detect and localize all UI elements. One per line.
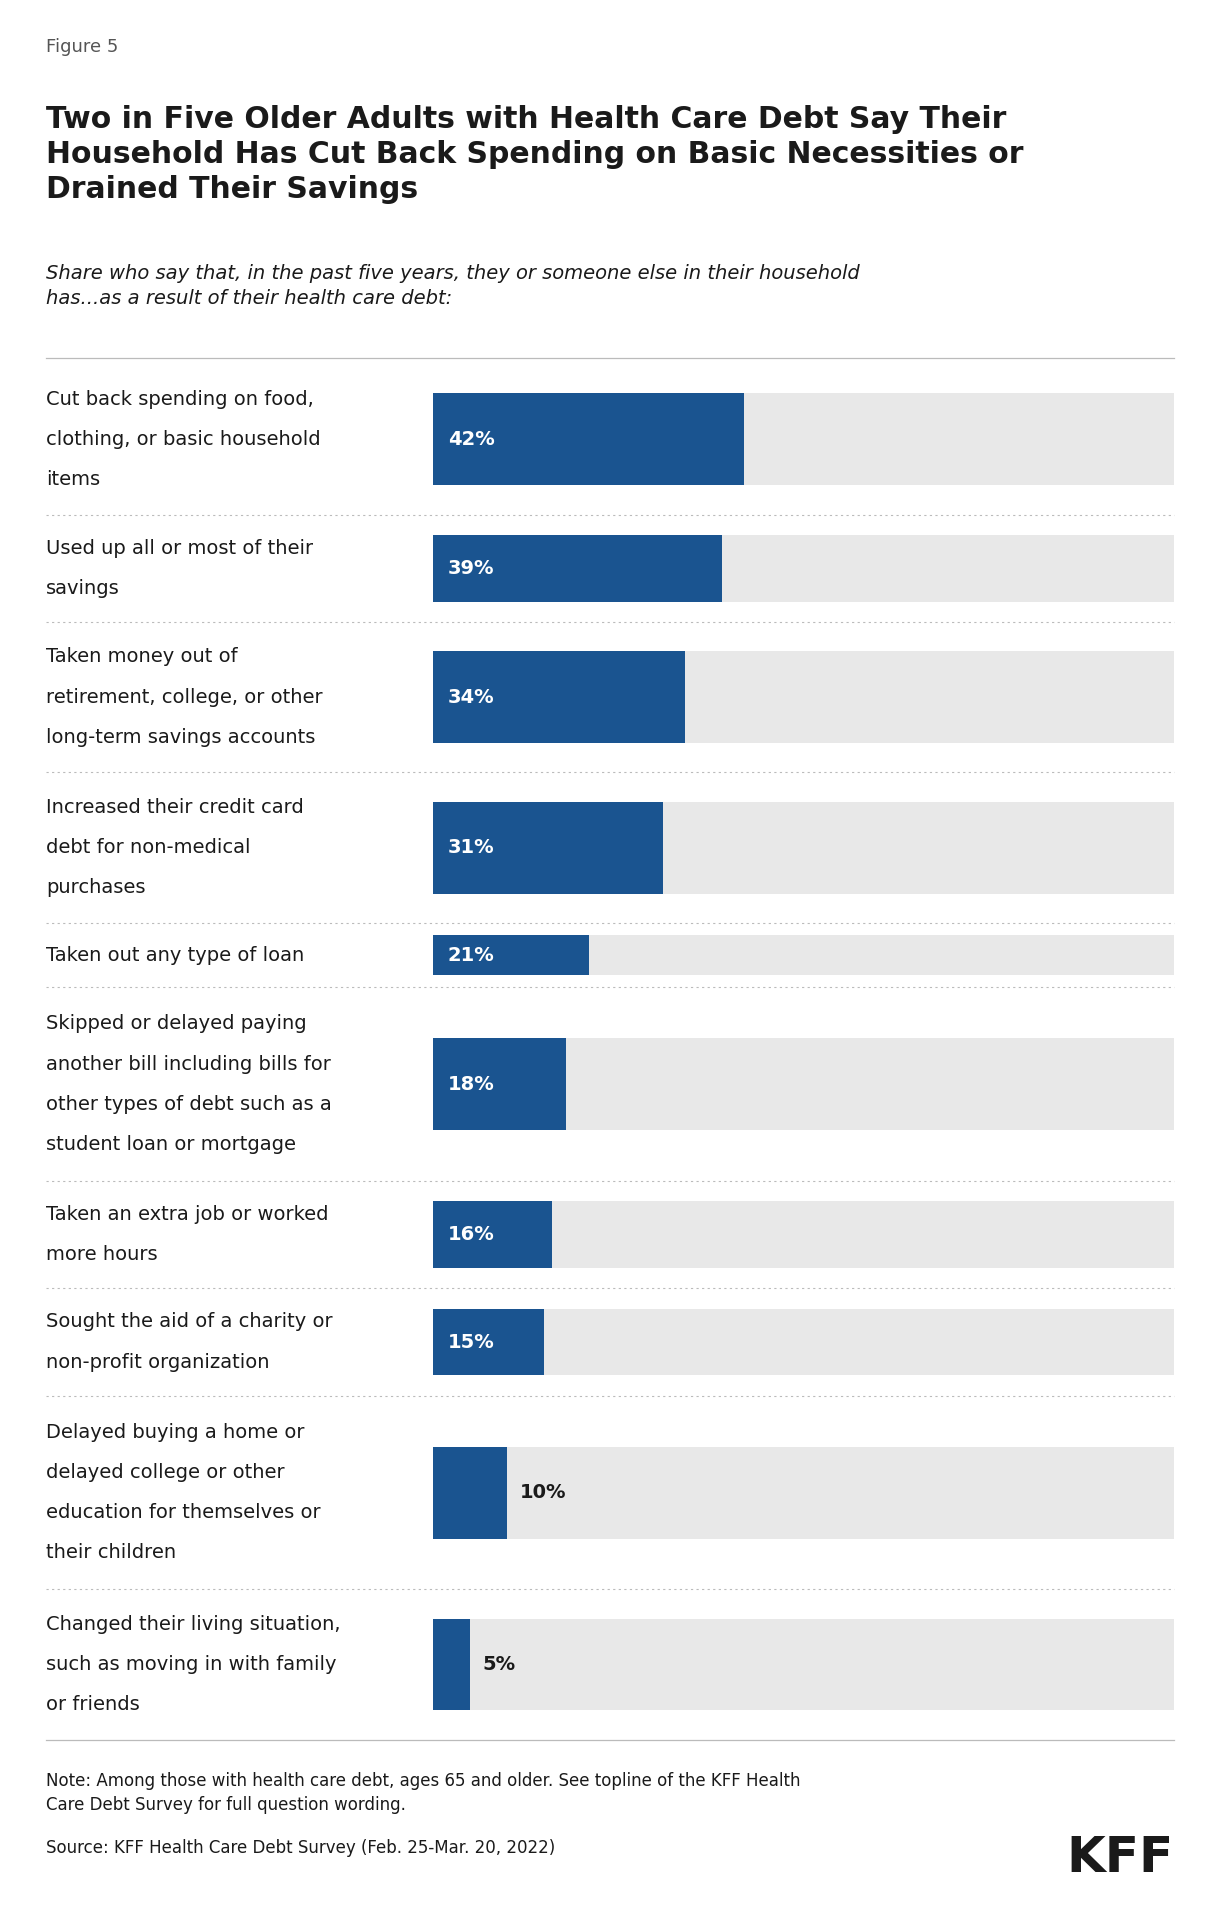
Bar: [433, 801, 662, 893]
Text: 18%: 18%: [448, 1075, 494, 1094]
Bar: [433, 1038, 1174, 1130]
Text: delayed college or other: delayed college or other: [46, 1464, 285, 1481]
Bar: [433, 1201, 1174, 1268]
Text: Figure 5: Figure 5: [46, 38, 118, 56]
Text: Delayed buying a home or: Delayed buying a home or: [46, 1424, 305, 1441]
Text: other types of debt such as a: other types of debt such as a: [46, 1094, 332, 1113]
Text: 10%: 10%: [520, 1483, 566, 1502]
Bar: [433, 1309, 1174, 1376]
Text: KFF: KFF: [1066, 1834, 1174, 1882]
Text: 5%: 5%: [482, 1655, 516, 1675]
Text: 16%: 16%: [448, 1224, 494, 1243]
Text: debt for non-medical: debt for non-medical: [46, 837, 251, 856]
Bar: [433, 393, 1174, 485]
Bar: [433, 935, 588, 975]
Text: 34%: 34%: [448, 688, 494, 707]
Bar: [433, 1447, 1174, 1539]
Text: Two in Five Older Adults with Health Care Debt Say Their
Household Has Cut Back : Two in Five Older Adults with Health Car…: [46, 105, 1024, 203]
Bar: [433, 1201, 551, 1268]
Bar: [433, 1619, 1174, 1711]
Text: non-profit organization: non-profit organization: [46, 1353, 270, 1372]
Text: long-term savings accounts: long-term savings accounts: [46, 728, 316, 747]
Text: another bill including bills for: another bill including bills for: [46, 1054, 332, 1073]
Text: Skipped or delayed paying: Skipped or delayed paying: [46, 1014, 307, 1033]
Bar: [433, 1038, 566, 1130]
Bar: [433, 535, 1174, 602]
Bar: [433, 1447, 508, 1539]
Text: student loan or mortgage: student loan or mortgage: [46, 1134, 296, 1153]
Text: 39%: 39%: [448, 559, 494, 579]
Text: Cut back spending on food,: Cut back spending on food,: [46, 389, 314, 408]
Text: such as moving in with family: such as moving in with family: [46, 1655, 337, 1675]
Text: 15%: 15%: [448, 1332, 494, 1351]
Text: savings: savings: [46, 579, 120, 598]
Text: Taken money out of: Taken money out of: [46, 648, 238, 667]
Bar: [433, 651, 684, 743]
Bar: [433, 1619, 470, 1711]
Text: Share who say that, in the past five years, they or someone else in their househ: Share who say that, in the past five yea…: [46, 264, 860, 308]
Text: retirement, college, or other: retirement, college, or other: [46, 688, 323, 707]
Text: Taken out any type of loan: Taken out any type of loan: [46, 947, 305, 964]
Text: purchases: purchases: [46, 878, 146, 897]
Bar: [433, 393, 744, 485]
Bar: [433, 935, 1174, 975]
Text: Taken an extra job or worked: Taken an extra job or worked: [46, 1205, 329, 1224]
Bar: [433, 651, 1174, 743]
Bar: [433, 535, 722, 602]
Text: Used up all or most of their: Used up all or most of their: [46, 538, 314, 558]
Text: or friends: or friends: [46, 1696, 140, 1715]
Bar: [433, 1309, 544, 1376]
Text: Sought the aid of a charity or: Sought the aid of a charity or: [46, 1312, 333, 1332]
Text: Note: Among those with health care debt, ages 65 and older. See topline of the K: Note: Among those with health care debt,…: [46, 1772, 800, 1814]
Text: more hours: more hours: [46, 1245, 157, 1265]
Text: 31%: 31%: [448, 837, 494, 856]
Text: Changed their living situation,: Changed their living situation,: [46, 1615, 340, 1634]
Text: Increased their credit card: Increased their credit card: [46, 797, 304, 816]
Text: 42%: 42%: [448, 429, 494, 448]
Text: 21%: 21%: [448, 947, 494, 964]
Text: education for themselves or: education for themselves or: [46, 1504, 321, 1521]
Bar: [433, 801, 1174, 893]
Text: Source: KFF Health Care Debt Survey (Feb. 25-Mar. 20, 2022): Source: KFF Health Care Debt Survey (Feb…: [46, 1839, 555, 1857]
Text: clothing, or basic household: clothing, or basic household: [46, 429, 321, 448]
Text: items: items: [46, 469, 100, 489]
Text: their children: their children: [46, 1544, 177, 1562]
